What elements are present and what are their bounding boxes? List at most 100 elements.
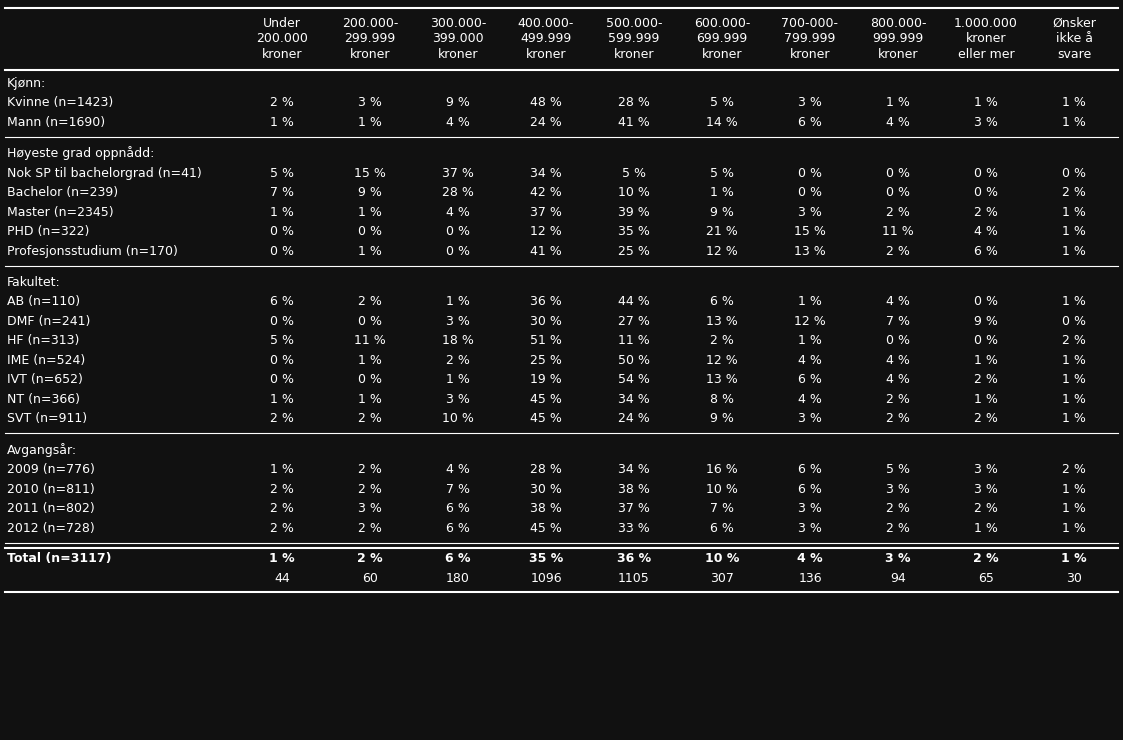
Text: 2 %: 2 % — [886, 412, 910, 426]
Text: 1 %: 1 % — [358, 393, 382, 406]
Text: 4 %: 4 % — [886, 116, 910, 129]
Text: 0 %: 0 % — [446, 225, 471, 238]
Text: 2 %: 2 % — [270, 502, 294, 515]
Text: 400.000-
499.999
kroner: 400.000- 499.999 kroner — [518, 17, 574, 61]
Text: 0 %: 0 % — [974, 166, 998, 180]
Text: 2 %: 2 % — [1062, 463, 1086, 476]
Text: 3 %: 3 % — [974, 482, 998, 496]
Text: Kjønn:: Kjønn: — [7, 77, 46, 90]
Text: 1 %: 1 % — [1062, 245, 1086, 258]
Text: 2 %: 2 % — [358, 295, 382, 309]
Text: 1 %: 1 % — [446, 295, 469, 309]
Text: 3 %: 3 % — [358, 502, 382, 515]
Text: 0 %: 0 % — [886, 334, 910, 347]
Text: 41 %: 41 % — [530, 245, 562, 258]
Text: 11 %: 11 % — [618, 334, 650, 347]
Text: 34 %: 34 % — [530, 166, 562, 180]
Text: 7 %: 7 % — [446, 482, 471, 496]
Text: 2009 (n=776): 2009 (n=776) — [7, 463, 94, 476]
Text: 36 %: 36 % — [617, 553, 651, 565]
Text: 11 %: 11 % — [883, 225, 914, 238]
Text: 2 %: 2 % — [886, 393, 910, 406]
Text: 1 %: 1 % — [358, 245, 382, 258]
Text: 6 %: 6 % — [446, 502, 469, 515]
Text: 2 %: 2 % — [270, 482, 294, 496]
Text: 0 %: 0 % — [886, 186, 910, 199]
Text: 34 %: 34 % — [618, 463, 650, 476]
Text: 0 %: 0 % — [974, 186, 998, 199]
Text: AB (n=110): AB (n=110) — [7, 295, 80, 309]
Text: 2 %: 2 % — [1062, 186, 1086, 199]
Text: 1.000.000
kroner
eller mer: 1.000.000 kroner eller mer — [955, 17, 1017, 61]
Text: 6 %: 6 % — [445, 553, 471, 565]
Text: 7 %: 7 % — [710, 502, 734, 515]
Text: 3 %: 3 % — [974, 116, 998, 129]
Text: SVT (n=911): SVT (n=911) — [7, 412, 88, 426]
Text: 18 %: 18 % — [442, 334, 474, 347]
Text: 1 %: 1 % — [446, 374, 469, 386]
Text: 180: 180 — [446, 572, 469, 585]
Text: 60: 60 — [362, 572, 378, 585]
Text: 0 %: 0 % — [798, 186, 822, 199]
Text: 5 %: 5 % — [710, 96, 734, 110]
Text: 1 %: 1 % — [358, 206, 382, 218]
Text: 500.000-
599.999
kroner: 500.000- 599.999 kroner — [605, 17, 663, 61]
Text: 6 %: 6 % — [974, 245, 998, 258]
Text: 48 %: 48 % — [530, 96, 562, 110]
Text: 2 %: 2 % — [357, 553, 383, 565]
Text: 1 %: 1 % — [1062, 393, 1086, 406]
Text: 41 %: 41 % — [618, 116, 650, 129]
Text: 0 %: 0 % — [886, 166, 910, 180]
Text: 5 %: 5 % — [710, 166, 734, 180]
Text: 9 %: 9 % — [446, 96, 469, 110]
Text: 1 %: 1 % — [710, 186, 734, 199]
Text: 1 %: 1 % — [974, 393, 998, 406]
Text: 2 %: 2 % — [886, 245, 910, 258]
Text: 0 %: 0 % — [270, 225, 294, 238]
Text: 6 %: 6 % — [710, 295, 734, 309]
Text: 44 %: 44 % — [618, 295, 650, 309]
Text: 3 %: 3 % — [798, 412, 822, 426]
Text: 35 %: 35 % — [529, 553, 563, 565]
Text: 44: 44 — [274, 572, 290, 585]
Text: 700-000-
799.999
kroner: 700-000- 799.999 kroner — [782, 17, 839, 61]
Text: 3 %: 3 % — [798, 502, 822, 515]
Text: Profesjonsstudium (n=170): Profesjonsstudium (n=170) — [7, 245, 177, 258]
Text: Total (n=3117): Total (n=3117) — [7, 553, 111, 565]
Text: 65: 65 — [978, 572, 994, 585]
Text: 2 %: 2 % — [886, 502, 910, 515]
Text: 1 %: 1 % — [1062, 412, 1086, 426]
Text: 19 %: 19 % — [530, 374, 562, 386]
Text: 2 %: 2 % — [1062, 334, 1086, 347]
Text: 136: 136 — [798, 572, 822, 585]
Text: 24 %: 24 % — [530, 116, 562, 129]
Text: 0 %: 0 % — [798, 166, 822, 180]
Text: 2 %: 2 % — [446, 354, 469, 367]
Text: 10 %: 10 % — [618, 186, 650, 199]
Text: 4 %: 4 % — [886, 295, 910, 309]
Text: 16 %: 16 % — [706, 463, 738, 476]
Text: 2 %: 2 % — [270, 522, 294, 534]
Text: 3 %: 3 % — [446, 314, 469, 328]
Text: 10 %: 10 % — [705, 553, 739, 565]
Text: Fakultet:: Fakultet: — [7, 275, 61, 289]
Text: 4 %: 4 % — [798, 393, 822, 406]
Text: 94: 94 — [891, 572, 906, 585]
Text: 2 %: 2 % — [974, 502, 998, 515]
Text: 36 %: 36 % — [530, 295, 562, 309]
Text: 30 %: 30 % — [530, 482, 562, 496]
Text: Master (n=2345): Master (n=2345) — [7, 206, 113, 218]
Text: 0 %: 0 % — [358, 374, 382, 386]
Text: 27 %: 27 % — [618, 314, 650, 328]
Text: 6 %: 6 % — [710, 522, 734, 534]
Text: NT (n=366): NT (n=366) — [7, 393, 80, 406]
Text: 9 %: 9 % — [358, 186, 382, 199]
Text: 12 %: 12 % — [706, 245, 738, 258]
Text: 2 %: 2 % — [270, 96, 294, 110]
Text: 4 %: 4 % — [798, 354, 822, 367]
Text: 4 %: 4 % — [886, 374, 910, 386]
Text: 1 %: 1 % — [270, 116, 294, 129]
Text: 2 %: 2 % — [358, 463, 382, 476]
Text: 2 %: 2 % — [358, 482, 382, 496]
Text: 42 %: 42 % — [530, 186, 562, 199]
